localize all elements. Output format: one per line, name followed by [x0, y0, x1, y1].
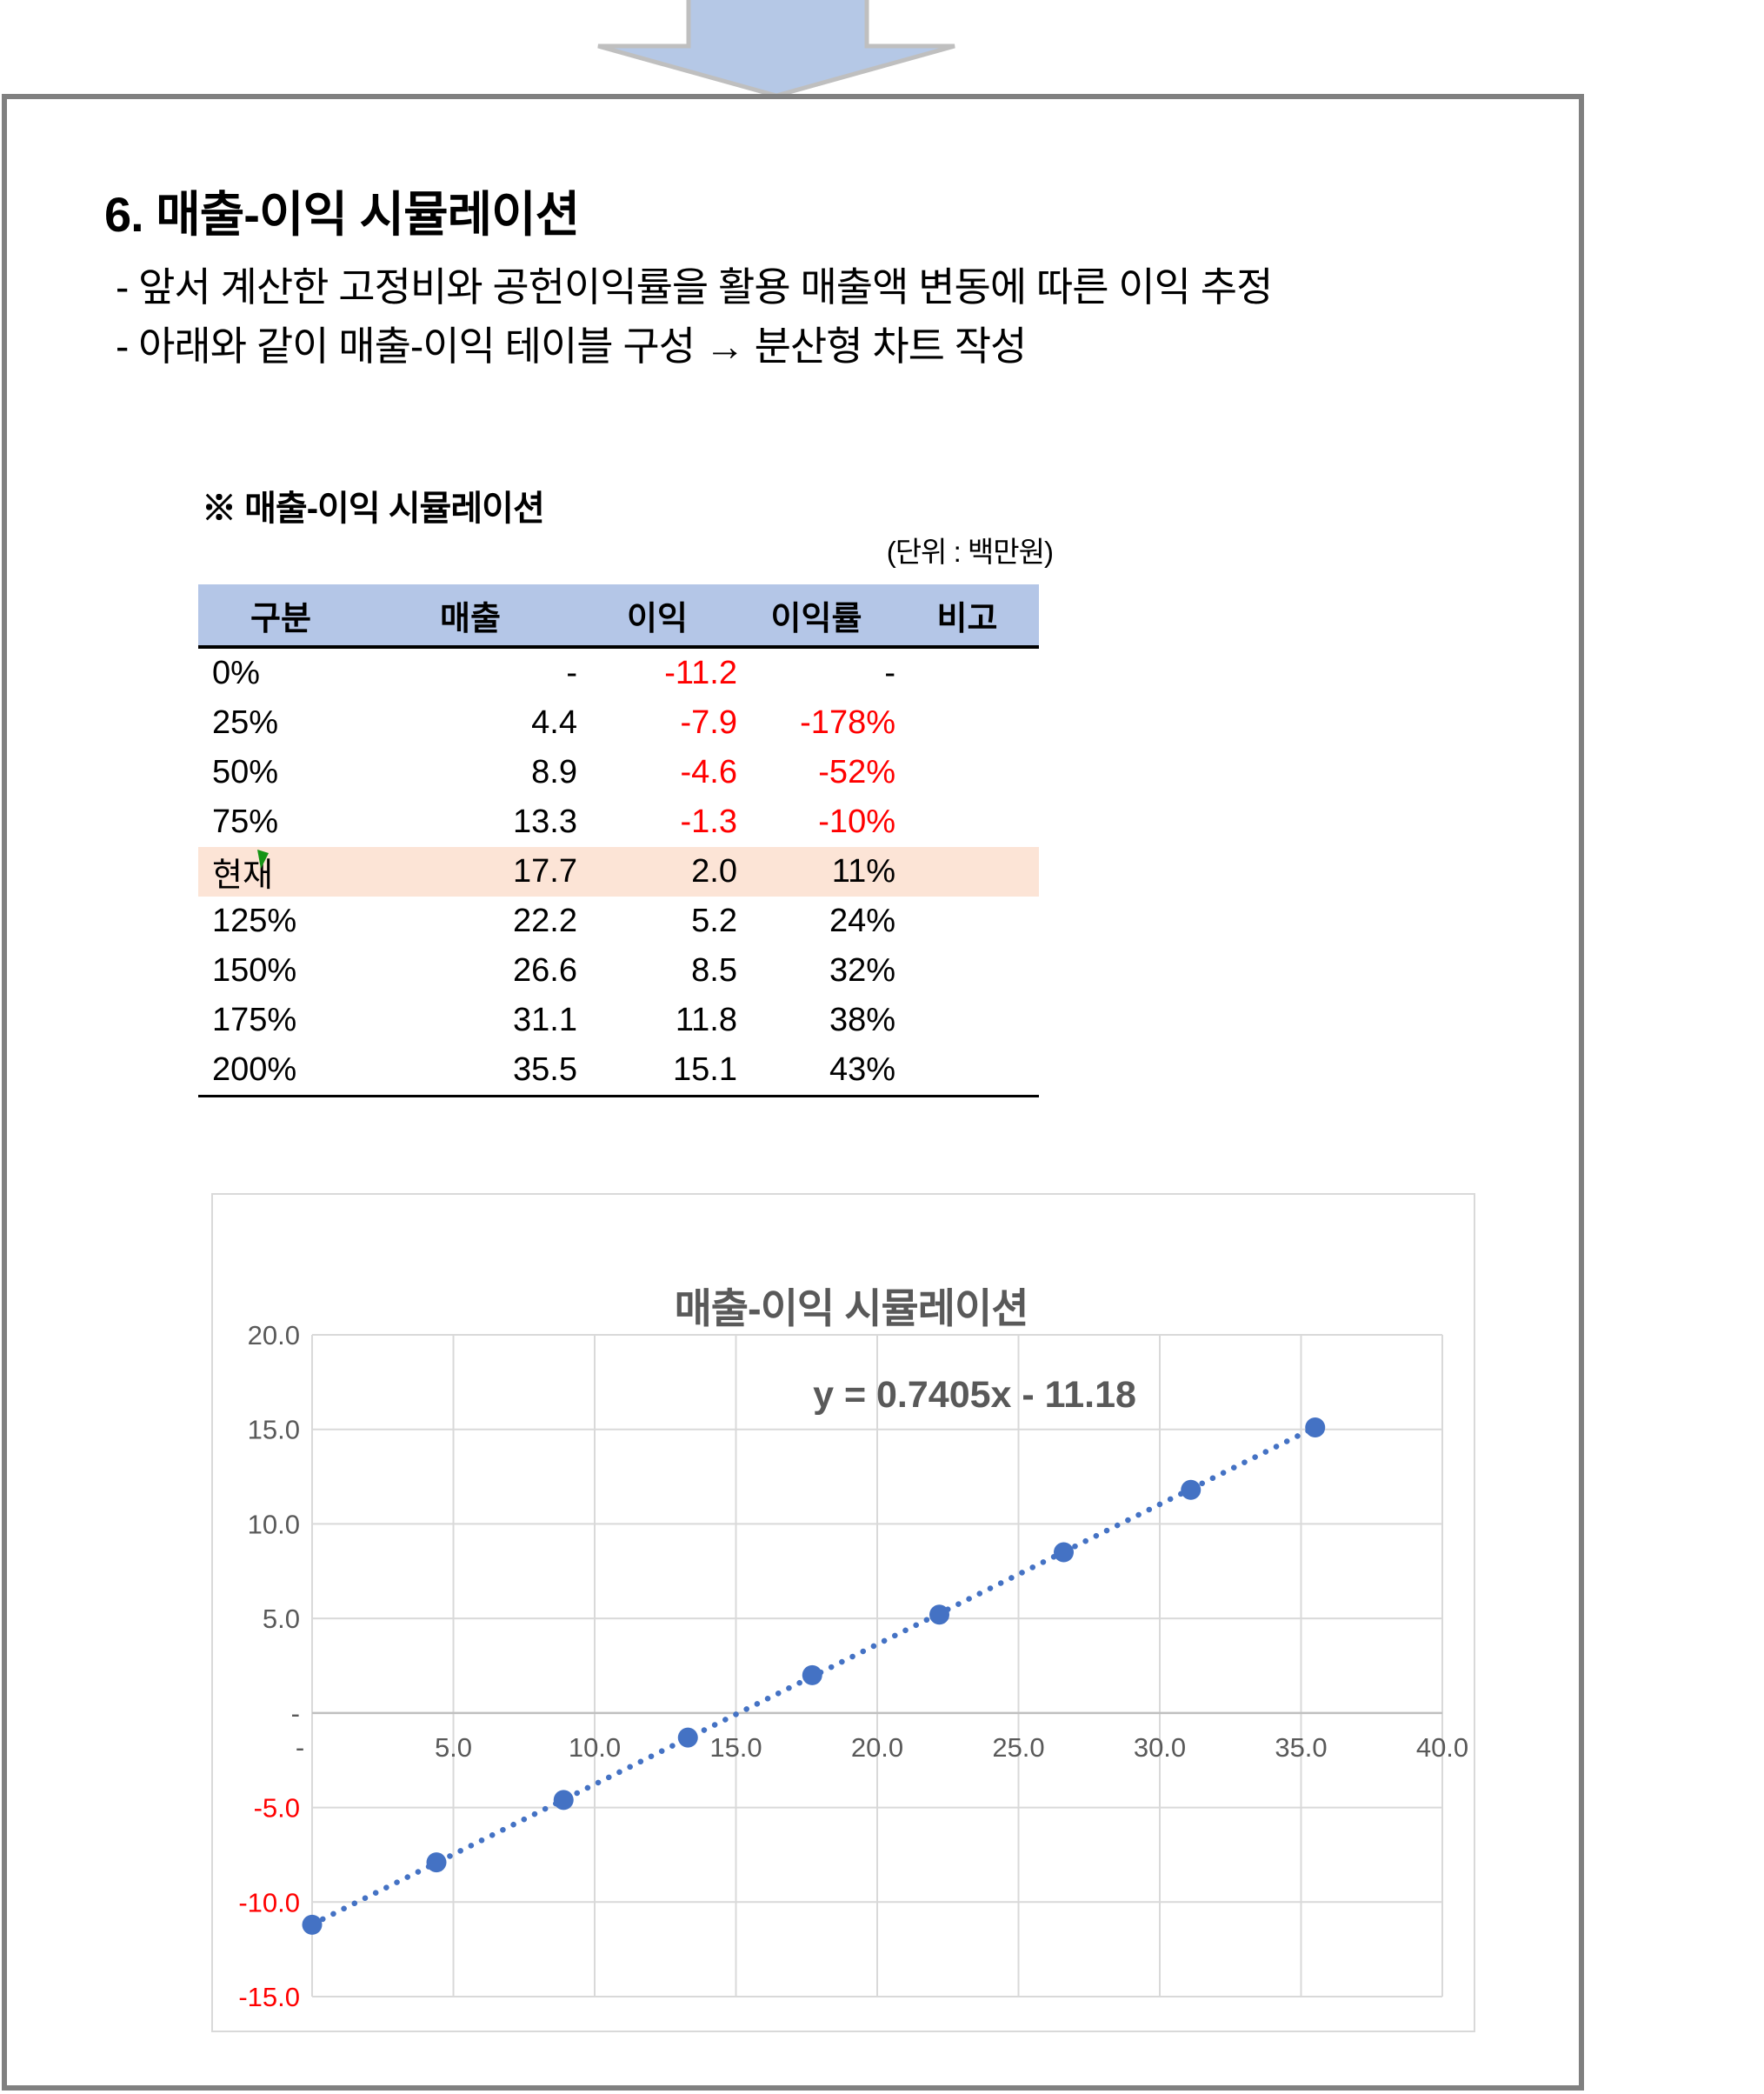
x-axis-tick-label: 40.0 [1416, 1732, 1468, 1763]
page-title: 6. 매출-이익 시뮬레이션 [104, 187, 580, 242]
table-cell: 11.8 [675, 1002, 737, 1038]
data-point-marker [802, 1664, 822, 1685]
document-page: 6. 매출-이익 시뮬레이션 - 앞서 계산한 고정비와 공헌이익률을 활용 매… [2, 94, 1584, 2091]
chart-title: 매출-이익 시뮬레이션 [674, 1285, 1029, 1331]
y-axis-tick-label: 15.0 [248, 1415, 300, 1445]
column-header: 구분 [250, 600, 311, 637]
table-row: 50% 8.9 -4.6 -52% [198, 748, 1039, 797]
table-section-label: ※ 매출-이익 시뮬레이션 [202, 490, 545, 528]
table-cell: 0% [212, 655, 260, 691]
x-axis-tick-label: 15.0 [709, 1732, 762, 1763]
table-cell: -52% [818, 754, 895, 790]
simulation-table: 구분 매출 이익 이익률 비고 0% - -11.2 - 25% 4.4 -7.9 -178%… [198, 584, 1039, 1097]
table-cell: 13.3 [513, 804, 577, 840]
data-point-marker [929, 1604, 949, 1625]
y-axis-tick-label: 20.0 [248, 1320, 300, 1350]
table-cell: 150% [212, 952, 297, 989]
chart-plot-area: 20.015.010.05.0--5.0-10.0-15.0- 5.0 10.0 15… [238, 1320, 1468, 2012]
bullet-line: - 앞서 계산한 고정비와 공헌이익률을 활용 매출액 변동에 따른 이익 추정 [116, 264, 1273, 310]
table-cell: 75% [212, 804, 279, 840]
data-point-marker [677, 1727, 698, 1748]
table-row: 175% 31.1 11.8 38% [198, 996, 1039, 1045]
table-cell: -10% [818, 804, 895, 840]
x-axis-tick-label: 25.0 [992, 1732, 1044, 1763]
unit-note: (단위 : 백만원) [886, 536, 1054, 568]
table-cell: 현재 [198, 848, 363, 896]
table-cell: -11.2 [664, 655, 737, 691]
table-cell: 8.5 [691, 952, 737, 989]
y-axis-tick-label: 5.0 [263, 1604, 300, 1634]
table-cell: 8.9 [531, 754, 577, 790]
table-cell: 50% [212, 754, 279, 790]
table-cell: -4.6 [680, 754, 737, 790]
table-row: 75% 13.3 -1.3 -10% [198, 797, 1039, 847]
table-cell: 32% [829, 952, 895, 989]
column-header: 비고 [936, 600, 998, 637]
column-header: 매출 [440, 600, 501, 637]
column-header: 이익 [627, 600, 688, 637]
y-axis-tick-label: - [291, 1698, 300, 1729]
table-cell: -7.9 [680, 704, 737, 741]
data-point-marker [553, 1790, 574, 1811]
x-axis-tick-label: 10.0 [569, 1732, 621, 1763]
table-body: 0% - -11.2 - 25% 4.4 -7.9 -178% 50% 8.9 -4.6 -52% 75… [198, 649, 1039, 1095]
table-cell: - [566, 655, 577, 691]
data-point-marker [302, 1914, 323, 1935]
table-row: 0% - -11.2 - [198, 649, 1039, 698]
table-header-row: 구분 매출 이익 이익률 비고 [198, 584, 1039, 649]
table-cell: 22.2 [513, 903, 577, 939]
table-cell: 43% [829, 1051, 895, 1088]
x-axis-tick-label: 20.0 [851, 1732, 903, 1763]
data-point-marker [1181, 1479, 1202, 1500]
table-row: 현재 17.7 2.0 11% [198, 847, 1039, 897]
table-row: 150% 26.6 8.5 32% [198, 946, 1039, 996]
table-cell: 11% [831, 853, 895, 890]
table-cell: 31.1 [513, 1002, 577, 1038]
column-header: 이익률 [770, 600, 862, 637]
table-cell: 35.5 [513, 1051, 577, 1088]
table-cell: -178% [800, 704, 895, 741]
x-axis-tick-label: 35.0 [1275, 1732, 1327, 1763]
data-point-marker [1305, 1417, 1326, 1438]
table-cell: 5.2 [691, 903, 737, 939]
table-row: 25% 4.4 -7.9 -178% [198, 698, 1039, 748]
table-cell: 24% [829, 903, 895, 939]
table-cell: -1.3 [680, 804, 737, 840]
trendline-dotted [309, 1424, 1318, 1928]
table-cell: 175% [212, 1002, 297, 1038]
y-axis-tick-label: 10.0 [248, 1509, 300, 1539]
bullet-line: - 아래와 같이 매출-이익 테이블 구성 → 분산형 차트 작성 [116, 323, 1027, 369]
table-cell: 25% [212, 704, 279, 741]
table-row: 200% 35.5 15.1 43% [198, 1045, 1039, 1095]
y-axis-tick-label: -10.0 [238, 1887, 300, 1917]
x-axis-tick-label: - [296, 1732, 304, 1763]
data-point-marker [426, 1852, 447, 1873]
table-cell: 4.4 [531, 704, 577, 741]
table-cell: 200% [212, 1051, 297, 1088]
table-cell: 125% [212, 903, 297, 939]
y-axis-tick-label: -15.0 [238, 1982, 300, 2012]
trendline-equation: y = 0.7405x - 11.18 [813, 1374, 1136, 1416]
comment-indicator-icon [257, 850, 269, 869]
table-cell: 38% [829, 1002, 895, 1038]
scatter-chart: 20.0 15.0 10.0 5.0- -5.0 -10.0 -15.0-5.0 10.0 15… [211, 1193, 1475, 2032]
table-cell: 2.0 [691, 853, 737, 890]
table-row: 125% 22.2 5.2 24% [198, 897, 1039, 946]
table-cell: 26.6 [513, 952, 577, 989]
data-point-marker [1054, 1542, 1074, 1563]
table-cell: 15.1 [673, 1051, 737, 1088]
table-cell: 17.7 [513, 853, 577, 890]
x-axis-tick-label: 30.0 [1134, 1732, 1186, 1763]
y-axis-tick-label: -5.0 [254, 1793, 300, 1824]
down-arrow-icon [597, 0, 955, 98]
bullet-list: - 앞서 계산한 고정비와 공헌이익률을 활용 매출액 변동에 따른 이익 추정… [116, 257, 1273, 376]
table-cell: - [884, 655, 895, 691]
x-axis-tick-label: 5.0 [435, 1732, 472, 1763]
